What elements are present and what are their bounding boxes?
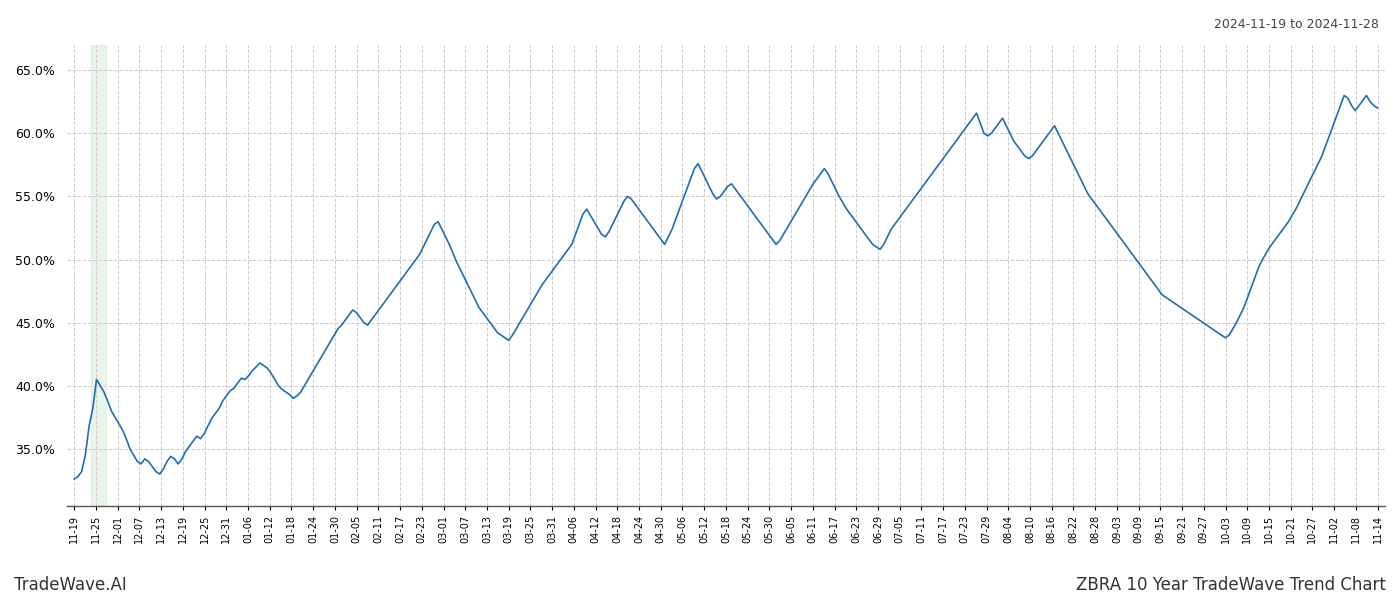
Text: TradeWave.AI: TradeWave.AI [14,576,127,594]
Text: ZBRA 10 Year TradeWave Trend Chart: ZBRA 10 Year TradeWave Trend Chart [1077,576,1386,594]
Bar [91,45,106,506]
Text: 2024-11-19 to 2024-11-28: 2024-11-19 to 2024-11-28 [1214,18,1379,31]
